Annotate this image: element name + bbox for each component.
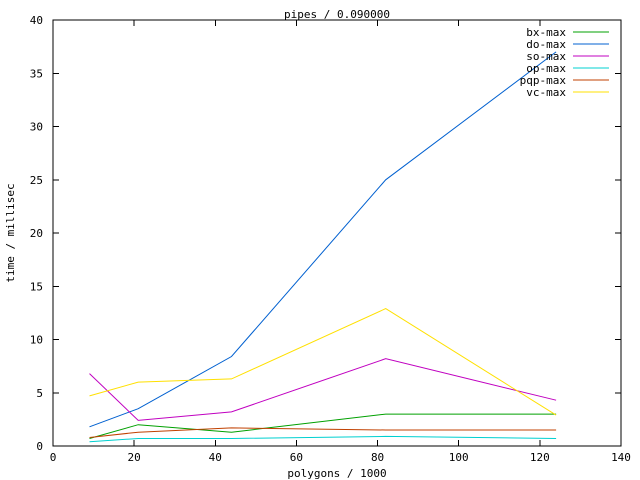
chart-title: pipes / 0.090000 xyxy=(284,8,390,21)
y-tick-label: 40 xyxy=(30,14,43,27)
x-tick-label: 100 xyxy=(449,451,469,464)
series-line-vc-max xyxy=(89,308,557,416)
x-tick-label: 0 xyxy=(50,451,57,464)
legend-label: pqp-max xyxy=(520,74,567,87)
legend-label: so-max xyxy=(526,50,566,63)
y-tick-label: 20 xyxy=(30,227,43,240)
series-line-pqp-max xyxy=(89,427,557,438)
y-tick-label: 25 xyxy=(30,174,43,187)
series-lines xyxy=(89,51,557,443)
series-line-op-max xyxy=(89,435,557,443)
y-tick-label: 10 xyxy=(30,334,43,347)
x-tick-label: 60 xyxy=(290,451,303,464)
y-axis-label: time / millisec xyxy=(4,183,17,282)
series-line-do-max xyxy=(89,51,557,428)
y-tick-label: 30 xyxy=(30,121,43,134)
x-tick-label: 120 xyxy=(530,451,550,464)
y-tick-label: 5 xyxy=(36,387,43,400)
legend-label: op-max xyxy=(526,62,566,75)
axis-ticks xyxy=(52,19,622,447)
y-tick-label: 0 xyxy=(36,440,43,453)
legend-label: bx-max xyxy=(526,26,566,39)
x-tick-label: 40 xyxy=(209,451,222,464)
series-line-bx-max xyxy=(89,413,557,439)
legend-label: do-max xyxy=(526,38,566,51)
legend-label: vc-max xyxy=(526,86,566,99)
x-tick-label: 140 xyxy=(611,451,631,464)
y-tick-label: 15 xyxy=(30,280,43,293)
y-tick-label: 35 xyxy=(30,67,43,80)
x-tick-label: 80 xyxy=(371,451,384,464)
tick-labels: 0 20 40 60 80 100 120 140 0 5 10 15 20 25 30 35 40 xyxy=(30,14,631,464)
x-axis-label: polygons / 1000 xyxy=(287,467,386,480)
series-line-so-max xyxy=(89,358,557,421)
x-tick-label: 20 xyxy=(128,451,141,464)
